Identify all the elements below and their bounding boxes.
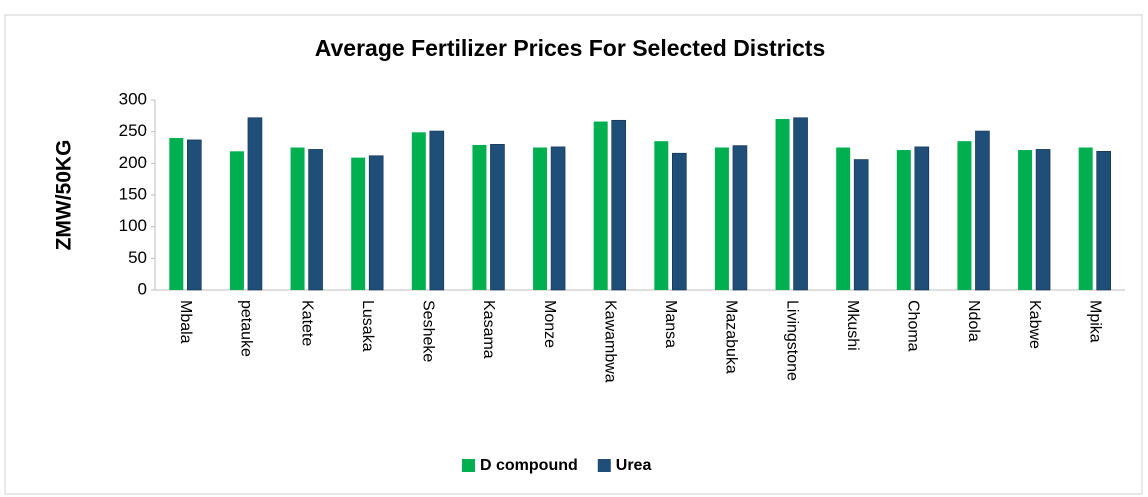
bar bbox=[1018, 150, 1033, 290]
bar bbox=[775, 119, 790, 290]
y-tick-label: 100 bbox=[119, 216, 147, 235]
y-tick-label: 50 bbox=[128, 248, 147, 267]
y-axis-label: ZMW/50KG bbox=[53, 140, 76, 251]
bar bbox=[1035, 149, 1051, 291]
bar bbox=[533, 147, 548, 290]
bar bbox=[1096, 151, 1111, 291]
bar bbox=[290, 147, 305, 290]
x-tick-label: Sesheke bbox=[420, 300, 437, 362]
x-tick-label: Monze bbox=[541, 300, 558, 348]
y-tick-label: 200 bbox=[119, 153, 147, 172]
bar bbox=[187, 139, 202, 291]
bar bbox=[490, 144, 505, 291]
y-tick-label: 150 bbox=[119, 184, 147, 203]
bar bbox=[714, 147, 729, 290]
x-tick-label: Mbala bbox=[177, 300, 194, 344]
bar bbox=[975, 130, 990, 291]
x-tick-label: Kawambwa bbox=[601, 300, 618, 383]
bar bbox=[853, 159, 869, 291]
y-tick-label: 300 bbox=[119, 89, 147, 108]
bar bbox=[896, 150, 911, 290]
x-tick-label: Katete bbox=[298, 300, 315, 346]
x-tick-label: Ndola bbox=[965, 300, 982, 342]
bar bbox=[732, 145, 748, 291]
bar bbox=[229, 151, 244, 290]
x-tick-label: Mazabuka bbox=[723, 300, 740, 374]
bar bbox=[611, 119, 626, 291]
bar bbox=[654, 141, 669, 290]
bar bbox=[411, 132, 426, 290]
x-tick-label: Choma bbox=[905, 300, 922, 352]
bar bbox=[351, 157, 366, 290]
x-tick-label: Mansa bbox=[662, 300, 679, 348]
y-tick-label: 250 bbox=[119, 121, 147, 140]
bar bbox=[472, 144, 487, 290]
x-tick-label: Kasama bbox=[480, 300, 497, 359]
bar bbox=[593, 121, 608, 291]
bar bbox=[672, 152, 687, 291]
bar bbox=[247, 117, 263, 291]
y-tick-label: 0 bbox=[138, 279, 147, 298]
bar bbox=[957, 141, 972, 290]
bar bbox=[1078, 147, 1093, 290]
x-tick-label: Kabwe bbox=[1026, 300, 1043, 349]
bar bbox=[429, 130, 445, 291]
x-tick-label: Lusaka bbox=[359, 300, 376, 352]
legend-label: D compound bbox=[480, 457, 578, 474]
legend-swatch bbox=[597, 459, 611, 472]
bar bbox=[793, 117, 808, 291]
bar bbox=[836, 147, 851, 290]
x-tick-label: petauke bbox=[238, 300, 255, 357]
bar bbox=[550, 146, 566, 291]
bar bbox=[368, 155, 384, 291]
legend-label: Urea bbox=[616, 457, 652, 474]
bar bbox=[308, 149, 323, 291]
x-tick-label: Mkushi bbox=[844, 300, 861, 351]
chart-title: Average Fertilizer Prices For Selected D… bbox=[315, 35, 825, 61]
x-tick-label: Livingstone bbox=[783, 300, 800, 381]
bar bbox=[914, 146, 930, 291]
bar bbox=[169, 138, 184, 290]
legend-swatch bbox=[462, 459, 475, 472]
x-tick-label: Mpika bbox=[1086, 300, 1103, 343]
